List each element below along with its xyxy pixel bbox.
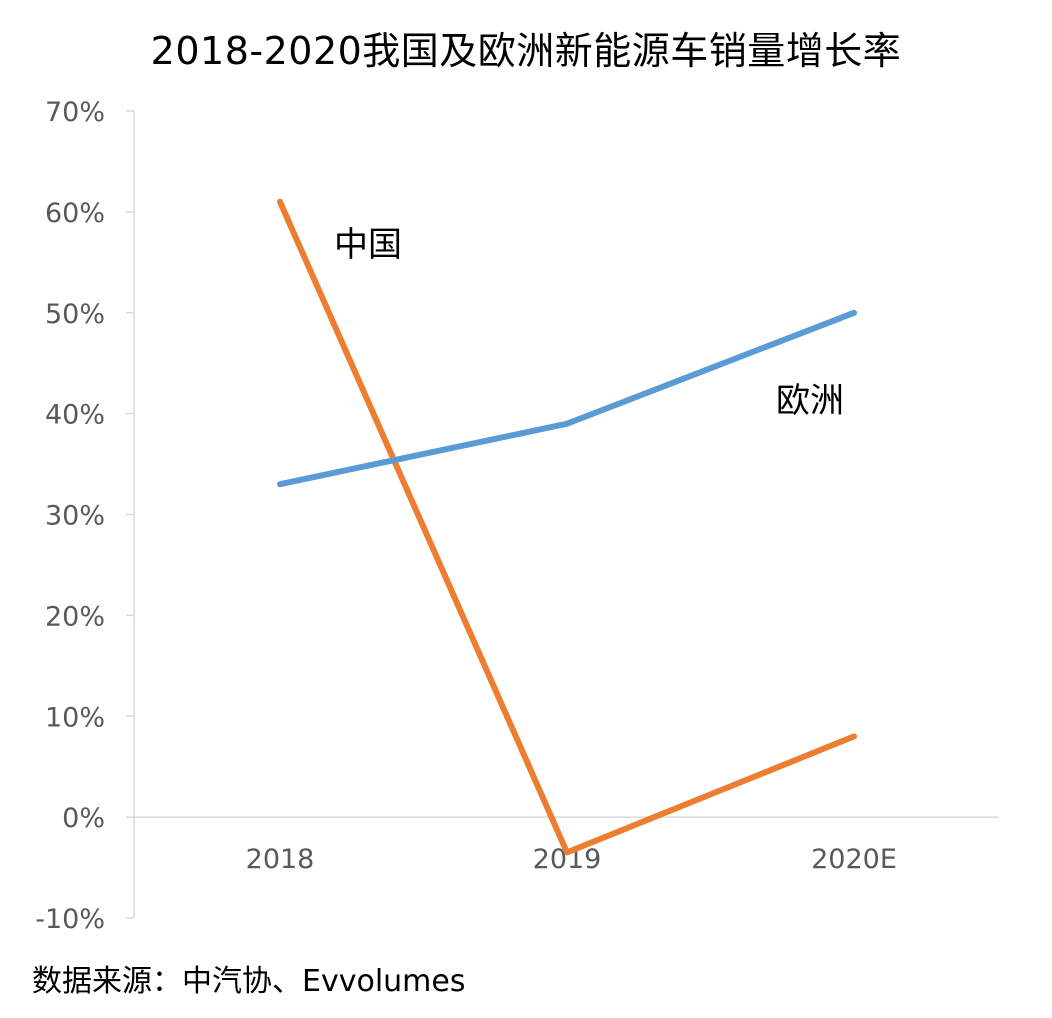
y-tick-label: -10% [35,904,105,935]
chart-title: 2018-2020我国及欧洲新能源车销量增长率 [150,29,902,73]
axes [133,111,998,918]
y-tick-label: 50% [45,299,105,330]
y-tick-label: 30% [45,501,105,532]
series-label-2: 欧洲 [776,381,844,421]
series-line-2 [277,309,857,488]
y-axis-ticks: -10% 0% 10% 20% 30% 40% 50% 60% 70% [35,97,134,935]
x-tick-label: 2020E [811,844,897,875]
y-tick-label: 20% [45,601,105,632]
series-line-1 [277,198,857,856]
series-lines [277,198,857,856]
y-tick-label: 10% [45,702,105,733]
y-tick-label: 60% [45,198,105,229]
source-note: 数据来源：中汽协、Evvolumes [32,964,466,999]
y-tick-label: 70% [45,97,105,128]
series-label-1: 中国 [334,225,402,265]
x-tick-label: 2018 [246,844,315,875]
y-tick-label: 40% [45,400,105,431]
y-tick-label: 0% [62,803,105,834]
